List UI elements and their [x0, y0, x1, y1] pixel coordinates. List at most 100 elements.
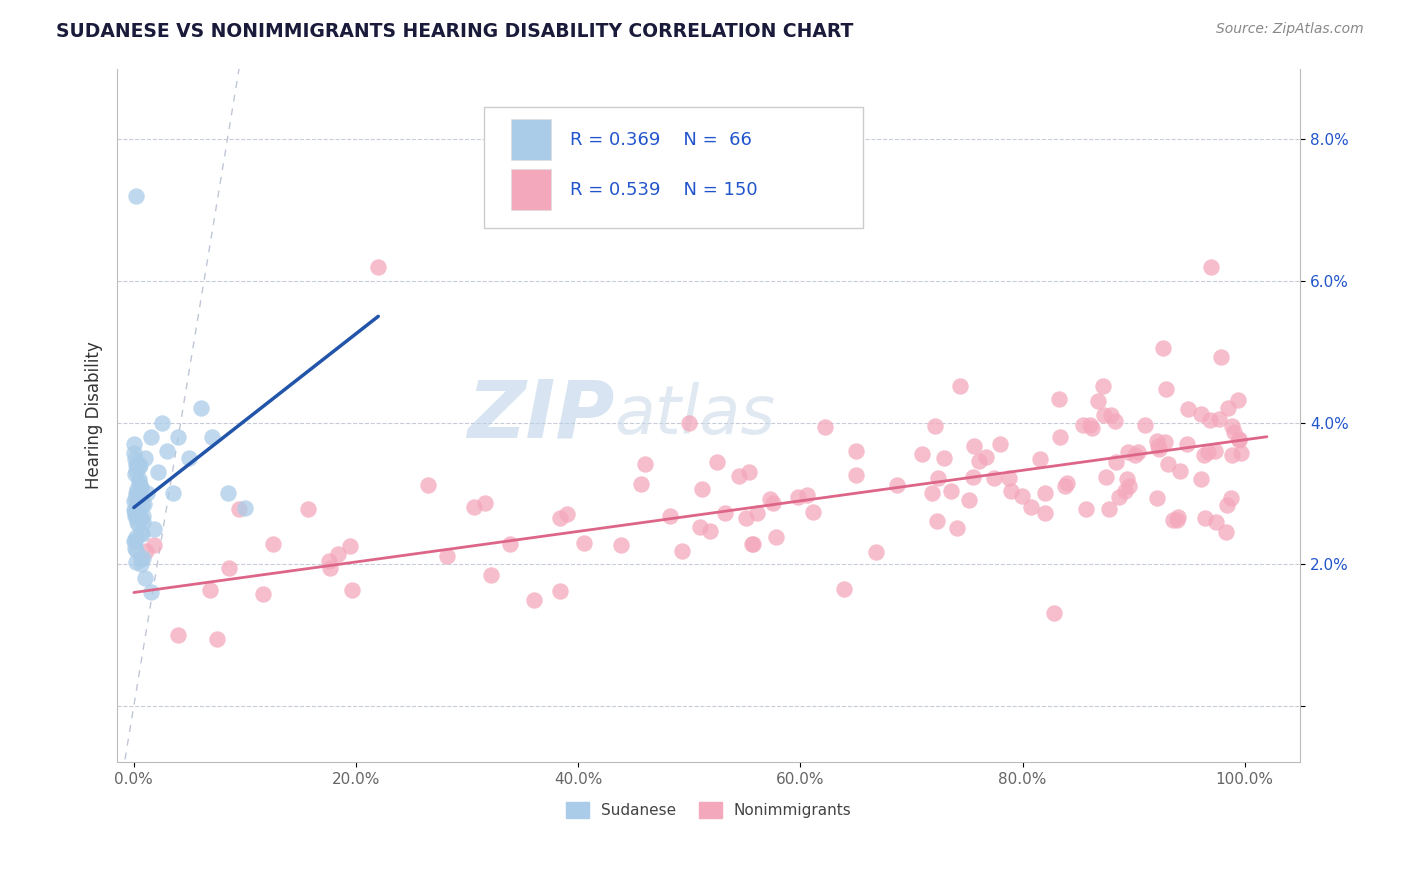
- Point: [127, 507, 149, 521]
- Point: [988, 437, 1011, 451]
- Point: [132, 550, 155, 565]
- Point: [1042, 607, 1064, 621]
- Point: [745, 507, 768, 521]
- Text: Source: ZipAtlas.com: Source: ZipAtlas.com: [1216, 22, 1364, 37]
- Point: [1146, 434, 1168, 449]
- Point: [1133, 417, 1156, 432]
- Point: [125, 490, 148, 504]
- Point: [129, 511, 152, 525]
- Point: [963, 439, 986, 453]
- Point: [1087, 394, 1109, 409]
- Point: [787, 490, 810, 504]
- Point: [1019, 500, 1042, 514]
- Point: [1098, 501, 1121, 516]
- Point: [142, 538, 165, 552]
- Point: [128, 491, 150, 505]
- Point: [983, 470, 1005, 484]
- Point: [1047, 392, 1070, 407]
- Point: [367, 260, 389, 274]
- Point: [179, 450, 201, 465]
- Point: [124, 541, 146, 556]
- Point: [1218, 401, 1240, 416]
- Point: [127, 457, 149, 471]
- Point: [1029, 451, 1052, 466]
- Point: [1099, 408, 1122, 422]
- Point: [735, 511, 758, 525]
- Point: [939, 484, 962, 499]
- FancyBboxPatch shape: [484, 107, 862, 228]
- Point: [1092, 408, 1115, 422]
- Point: [1116, 472, 1139, 486]
- Point: [911, 447, 934, 461]
- Point: [124, 503, 146, 517]
- Point: [1208, 411, 1230, 425]
- Point: [479, 568, 502, 582]
- Legend: Sudanese, Nonimmigrants: Sudanese, Nonimmigrants: [560, 796, 858, 824]
- Point: [134, 571, 156, 585]
- Point: [125, 504, 148, 518]
- Point: [127, 493, 149, 508]
- Point: [1154, 382, 1177, 396]
- Point: [122, 493, 145, 508]
- Point: [1118, 445, 1140, 459]
- Point: [1076, 502, 1098, 516]
- Point: [122, 533, 145, 548]
- Point: [131, 498, 153, 512]
- Point: [134, 450, 156, 465]
- Point: [125, 543, 148, 558]
- Point: [339, 539, 361, 553]
- Point: [139, 430, 162, 444]
- Point: [921, 486, 943, 500]
- Point: [124, 530, 146, 544]
- Point: [131, 551, 153, 566]
- Point: [1168, 464, 1191, 478]
- Point: [135, 544, 157, 558]
- Point: [845, 443, 868, 458]
- Point: [1166, 513, 1188, 527]
- Point: [233, 500, 256, 515]
- Point: [1175, 437, 1198, 451]
- Point: [1220, 419, 1243, 434]
- Point: [1220, 448, 1243, 462]
- Point: [148, 465, 170, 479]
- Point: [1114, 483, 1136, 498]
- Point: [742, 537, 765, 551]
- Point: [124, 452, 146, 467]
- Point: [1227, 432, 1250, 446]
- Point: [1104, 414, 1126, 428]
- Point: [548, 510, 571, 524]
- Point: [131, 526, 153, 541]
- Point: [132, 498, 155, 512]
- Point: [1161, 513, 1184, 527]
- Point: [436, 549, 458, 563]
- Point: [124, 534, 146, 549]
- Point: [1073, 418, 1095, 433]
- Point: [128, 475, 150, 490]
- Point: [167, 628, 190, 642]
- Point: [1147, 442, 1170, 457]
- Point: [1216, 498, 1239, 512]
- Point: [1167, 510, 1189, 524]
- Point: [129, 458, 152, 472]
- Point: [125, 506, 148, 520]
- Point: [609, 538, 631, 552]
- Point: [129, 557, 152, 571]
- Point: [741, 537, 763, 551]
- Point: [217, 486, 239, 500]
- Point: [218, 560, 240, 574]
- Point: [832, 582, 855, 597]
- Point: [671, 544, 693, 558]
- Point: [962, 470, 984, 484]
- Point: [924, 419, 946, 434]
- Point: [572, 536, 595, 550]
- Point: [1081, 421, 1104, 435]
- Point: [765, 530, 787, 544]
- Point: [946, 521, 969, 535]
- Point: [1194, 511, 1216, 525]
- Point: [689, 520, 711, 534]
- Point: [1227, 433, 1250, 447]
- Point: [814, 420, 837, 434]
- Point: [690, 482, 713, 496]
- Point: [1054, 479, 1077, 493]
- Point: [927, 471, 949, 485]
